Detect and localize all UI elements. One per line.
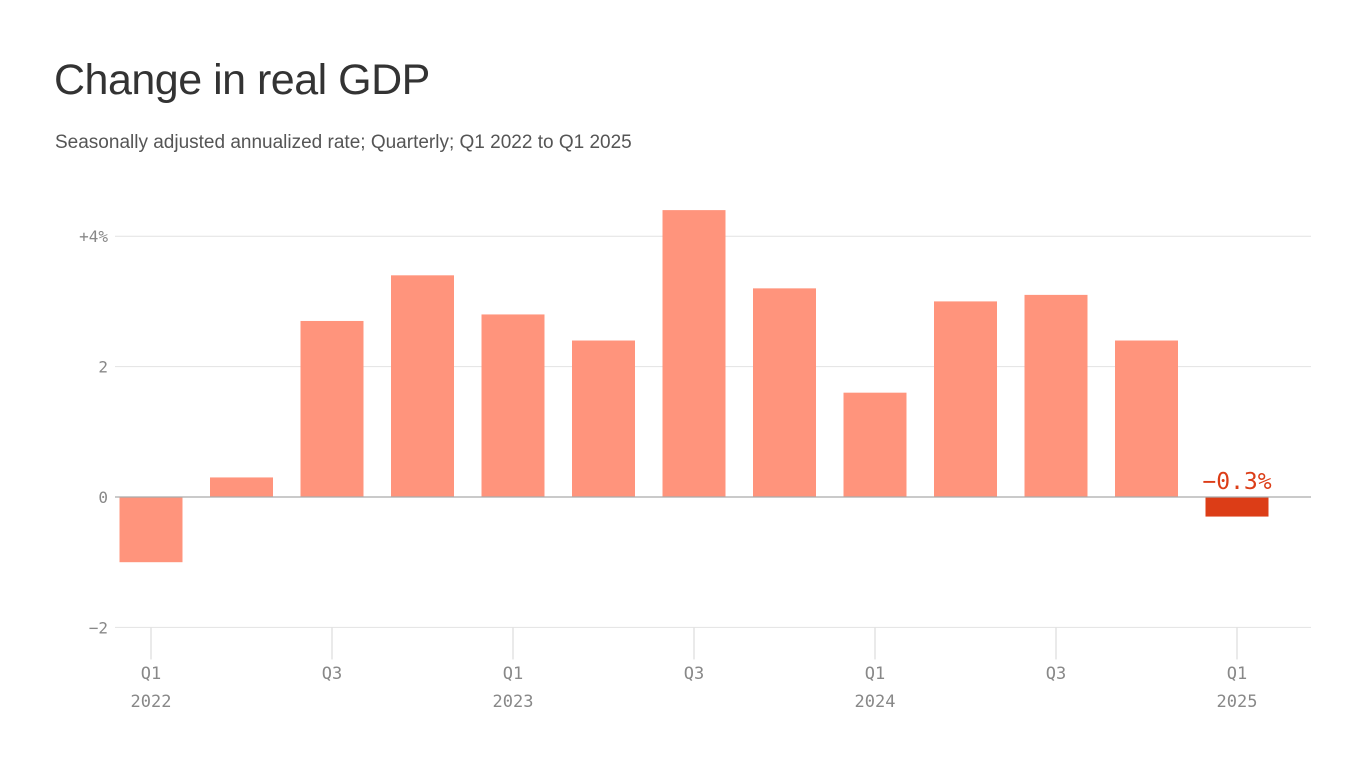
bar-q1-2025	[1205, 497, 1269, 517]
bar-q2-2022	[210, 477, 273, 497]
bar-q4-2023	[753, 288, 816, 497]
x-tick-label: Q1	[503, 664, 523, 684]
bar-q3-2024	[1024, 294, 1088, 497]
x-year-label: 2023	[493, 692, 534, 712]
x-year-label: 2024	[855, 692, 896, 712]
chart-title: Change in real GDP	[54, 56, 430, 104]
bar-q1-2023	[481, 314, 545, 497]
bar-q1-2024	[843, 392, 907, 497]
bar-q1-2022	[119, 497, 183, 563]
x-year-label: 2025	[1217, 692, 1258, 712]
y-tick-label: 0	[98, 488, 108, 507]
x-tick-label: Q3	[684, 664, 704, 684]
highlight-data-label: −0.3%	[1202, 469, 1271, 495]
x-tick-label: Q1	[1227, 664, 1247, 684]
bar-q3-2022	[300, 320, 364, 497]
bar-q4-2024	[1115, 340, 1178, 497]
x-tick-label: Q1	[865, 664, 885, 684]
x-tick-label: Q3	[1046, 664, 1066, 684]
bar-q2-2024	[934, 301, 997, 497]
bar-q3-2023	[662, 210, 726, 497]
bar-q2-2023	[572, 340, 635, 497]
y-tick-label: −2	[89, 618, 108, 637]
y-tick-label: +4%	[79, 227, 108, 246]
chart-subtitle: Seasonally adjusted annualized rate; Qua…	[55, 132, 632, 153]
bar-q4-2022	[391, 275, 454, 497]
x-year-label: 2022	[131, 692, 172, 712]
y-tick-label: 2	[98, 358, 108, 377]
x-tick-label: Q1	[141, 664, 161, 684]
x-tick-label: Q3	[322, 664, 342, 684]
